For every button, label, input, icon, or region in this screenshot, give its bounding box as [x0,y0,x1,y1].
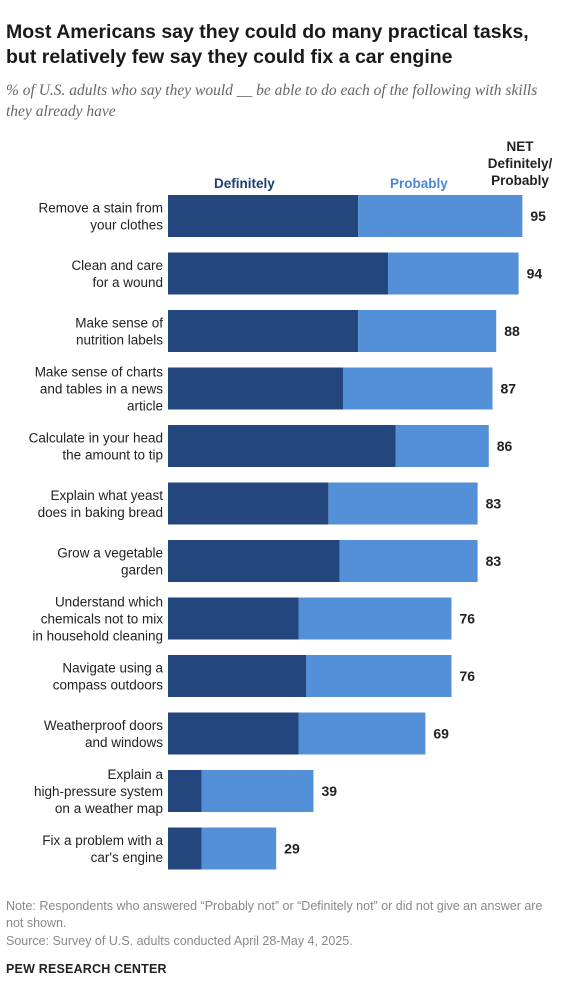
category-label-line: Fix a problem with a [42,833,163,848]
chart-subtitle: % of U.S. adults who say they would __ b… [6,82,538,120]
category-label-1: Clean and care for a wound [71,258,163,290]
category-label-2: Make sense of nutrition labels [75,316,163,348]
bar-probably-1 [388,252,519,295]
bar-probably-3 [343,367,493,410]
category-label-4: Calculate in your head the amount to tip [29,431,163,463]
category-label-6: Grow a vegetable garden [57,546,163,578]
bar-probably-6 [339,540,478,582]
net-value-11: 29 [284,841,300,857]
category-label-line: high-pressure system [34,784,163,799]
net-value-9: 69 [433,726,449,742]
footnote: Note: Respondents who answered “Probably… [6,899,543,930]
category-label-line: in household cleaning [32,629,163,644]
bar-probably-2 [358,310,497,352]
bar-definitely-7 [168,597,299,640]
net-value-5: 83 [486,496,502,512]
bar-definitely-11 [168,827,202,870]
category-label-0: Remove a stain from your clothes [38,201,163,233]
category-label-line: Clean and care [71,258,163,273]
bar-definitely-8 [168,655,307,697]
category-label-5: Explain what yeast does in baking bread [38,488,164,520]
category-label-line: Remove a stain from [38,201,163,216]
category-label-line: article [127,399,163,414]
category-label-line: and tables in a news [40,382,163,397]
bar-definitely-2 [168,310,359,352]
bar-probably-5 [328,482,478,525]
legend-net-line2: Definitely/ [487,156,553,171]
legend-net-line1: NET [506,139,534,154]
category-label-line: Explain what yeast [50,488,163,503]
net-value-7: 76 [459,611,475,627]
bar-definitely-6 [168,540,340,582]
category-label-line: nutrition labels [76,333,163,348]
category-label-line: on a weather map [55,801,163,816]
bar-probably-10 [201,770,314,812]
bar-definitely-4 [168,425,396,467]
chart-title: Most Americans say they could do many pr… [6,21,529,68]
legend-net-line3: Probably [491,173,549,188]
category-label-10: Explain a high-pressure system on a weathe… [34,767,164,816]
category-label-line: the amount to tip [62,448,163,463]
net-value-0: 95 [530,208,546,224]
category-label-8: Navigate using a compass outdoors [53,661,164,693]
bar-definitely-5 [168,482,329,525]
category-label-line: Make sense of [75,316,163,331]
category-label-3: Make sense of charts and tables in a news… [35,365,164,414]
category-label-line: car's engine [91,850,163,865]
bar-definitely-3 [168,367,344,410]
category-label-line: Make sense of charts [35,365,164,380]
bar-definitely-9 [168,712,299,755]
net-value-6: 83 [486,553,502,569]
bar-probably-11 [201,827,277,870]
net-value-4: 86 [497,438,513,454]
bar-probably-4 [395,425,489,467]
category-label-line: and windows [85,735,163,750]
category-label-line: does in baking bread [38,505,163,520]
bar-definitely-1 [168,252,389,295]
legend-net: NET Definitely/ Probably [485,138,555,189]
category-label-line: Grow a vegetable [57,546,163,561]
category-label-line: Weatherproof doors [44,718,163,733]
bar-probably-7 [298,597,452,640]
category-label-line: your clothes [90,218,163,233]
bar-chart: Remove a stain from your clothes 95 Clean a… [29,195,546,870]
category-label-line: for a wound [92,275,163,290]
net-value-1: 94 [527,266,543,282]
category-label-line: garden [121,563,163,578]
category-label-line: Calculate in your head [29,431,163,446]
legend-probably: Probably [390,176,448,191]
category-label-11: Fix a problem with a car's engine [42,833,163,865]
category-label-line: Navigate using a [62,661,163,676]
net-value-3: 87 [501,381,517,397]
bar-probably-0 [358,195,523,237]
net-value-10: 39 [321,783,337,799]
net-value-2: 88 [504,323,520,339]
legend-definitely: Definitely [214,176,275,191]
category-label-line: compass outdoors [53,678,164,693]
brand-logo-text: PEW RESEARCH CENTER [6,962,167,976]
net-value-8: 76 [459,668,475,684]
bar-probably-8 [306,655,452,697]
source-note: Source: Survey of U.S. adults conducted … [6,934,353,948]
category-label-7: Understand which chemicals not to mix in h… [32,595,163,644]
bar-definitely-10 [168,770,202,812]
bar-probably-9 [298,712,426,755]
category-label-line: Understand which [55,595,163,610]
bar-definitely-0 [168,195,359,237]
category-label-9: Weatherproof doors and windows [44,718,163,750]
category-label-line: chemicals not to mix [41,612,164,627]
category-label-line: Explain a [107,767,163,782]
